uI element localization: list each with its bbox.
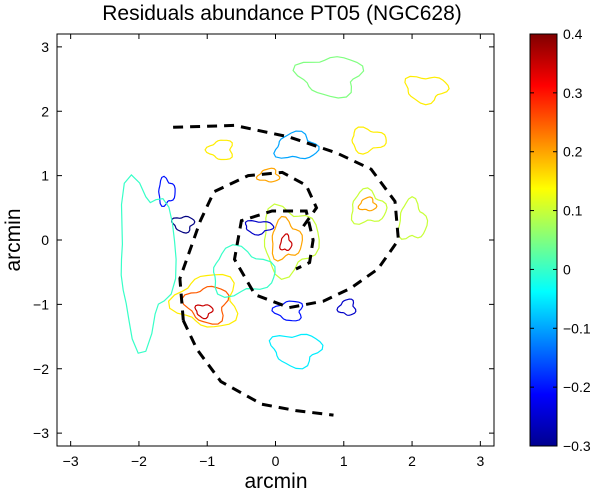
colorbar-tick-label: −0.3: [563, 438, 591, 454]
colorbar-tick-label: 0: [563, 261, 571, 277]
colorbar-tick-label: 0.4: [563, 26, 583, 42]
spiral-arm-path: [181, 319, 334, 417]
y-tick-label: −3: [33, 425, 49, 441]
x-tick-label: −2: [131, 453, 147, 469]
contour-line: [404, 75, 450, 106]
contour-line: [158, 175, 176, 208]
contour-line: [167, 273, 239, 328]
contour-line: [170, 215, 196, 234]
contour-line: [271, 300, 304, 322]
chart-title: Residuals abundance PT05 (NGC628): [102, 2, 462, 25]
contour-line: [263, 203, 320, 280]
contour-line: [181, 285, 230, 325]
colorbar-ticks: 0.4 0.3 0.2 0.1 0 −0.1 −0.2 −0.3: [530, 26, 591, 454]
colorbar-tick-label: −0.2: [563, 379, 591, 395]
y-tick-label: 2: [41, 103, 49, 119]
contour-line: [336, 298, 357, 316]
contour-lines: [120, 56, 450, 370]
contour-line: [268, 333, 324, 370]
y-axis-label: arcmin: [2, 208, 25, 271]
contour-line: [351, 126, 387, 155]
x-tick-label: −1: [199, 453, 215, 469]
spiral-arm-overlay: [173, 123, 400, 417]
x-tick-label: 1: [340, 453, 348, 469]
contour-line: [279, 233, 293, 251]
spiral-arm-path: [173, 123, 400, 310]
colorbar-tick-label: 0.1: [563, 203, 583, 219]
contour-line: [255, 167, 281, 183]
x-axis-label: arcmin: [244, 470, 307, 492]
plot-area: [56, 33, 495, 447]
x-tick-label: 2: [408, 453, 416, 469]
y-tick-label: 0: [41, 232, 49, 248]
contour-line: [120, 174, 177, 354]
colorbar-tick-label: 0.3: [563, 85, 583, 101]
x-axis-ticks: −3 −2 −1 0 1 2 3: [63, 34, 484, 469]
contour-line: [350, 187, 388, 225]
colorbar-tick-label: 0.2: [563, 144, 583, 160]
x-tick-label: −3: [63, 453, 79, 469]
spiral-arm-path: [178, 170, 319, 321]
contour-line: [397, 196, 429, 240]
y-tick-label: −1: [33, 296, 49, 312]
contour-line: [273, 130, 320, 160]
contour-line: [194, 304, 214, 320]
contour-line: [357, 196, 378, 212]
y-tick-label: −2: [33, 361, 49, 377]
x-tick-label: 0: [272, 453, 280, 469]
contour-line: [271, 215, 304, 262]
contour-line: [212, 244, 276, 299]
contour-line: [244, 219, 275, 236]
colorbar-tick-label: −0.1: [563, 320, 591, 336]
y-axis-ticks: 3 2 1 0 −1 −2 −3: [33, 39, 494, 441]
contour-line: [204, 139, 233, 161]
colorbar: [529, 33, 558, 447]
x-tick-label: 3: [476, 453, 484, 469]
contour-line: [292, 56, 365, 99]
y-tick-label: 3: [41, 39, 49, 55]
y-tick-label: 1: [41, 168, 49, 184]
